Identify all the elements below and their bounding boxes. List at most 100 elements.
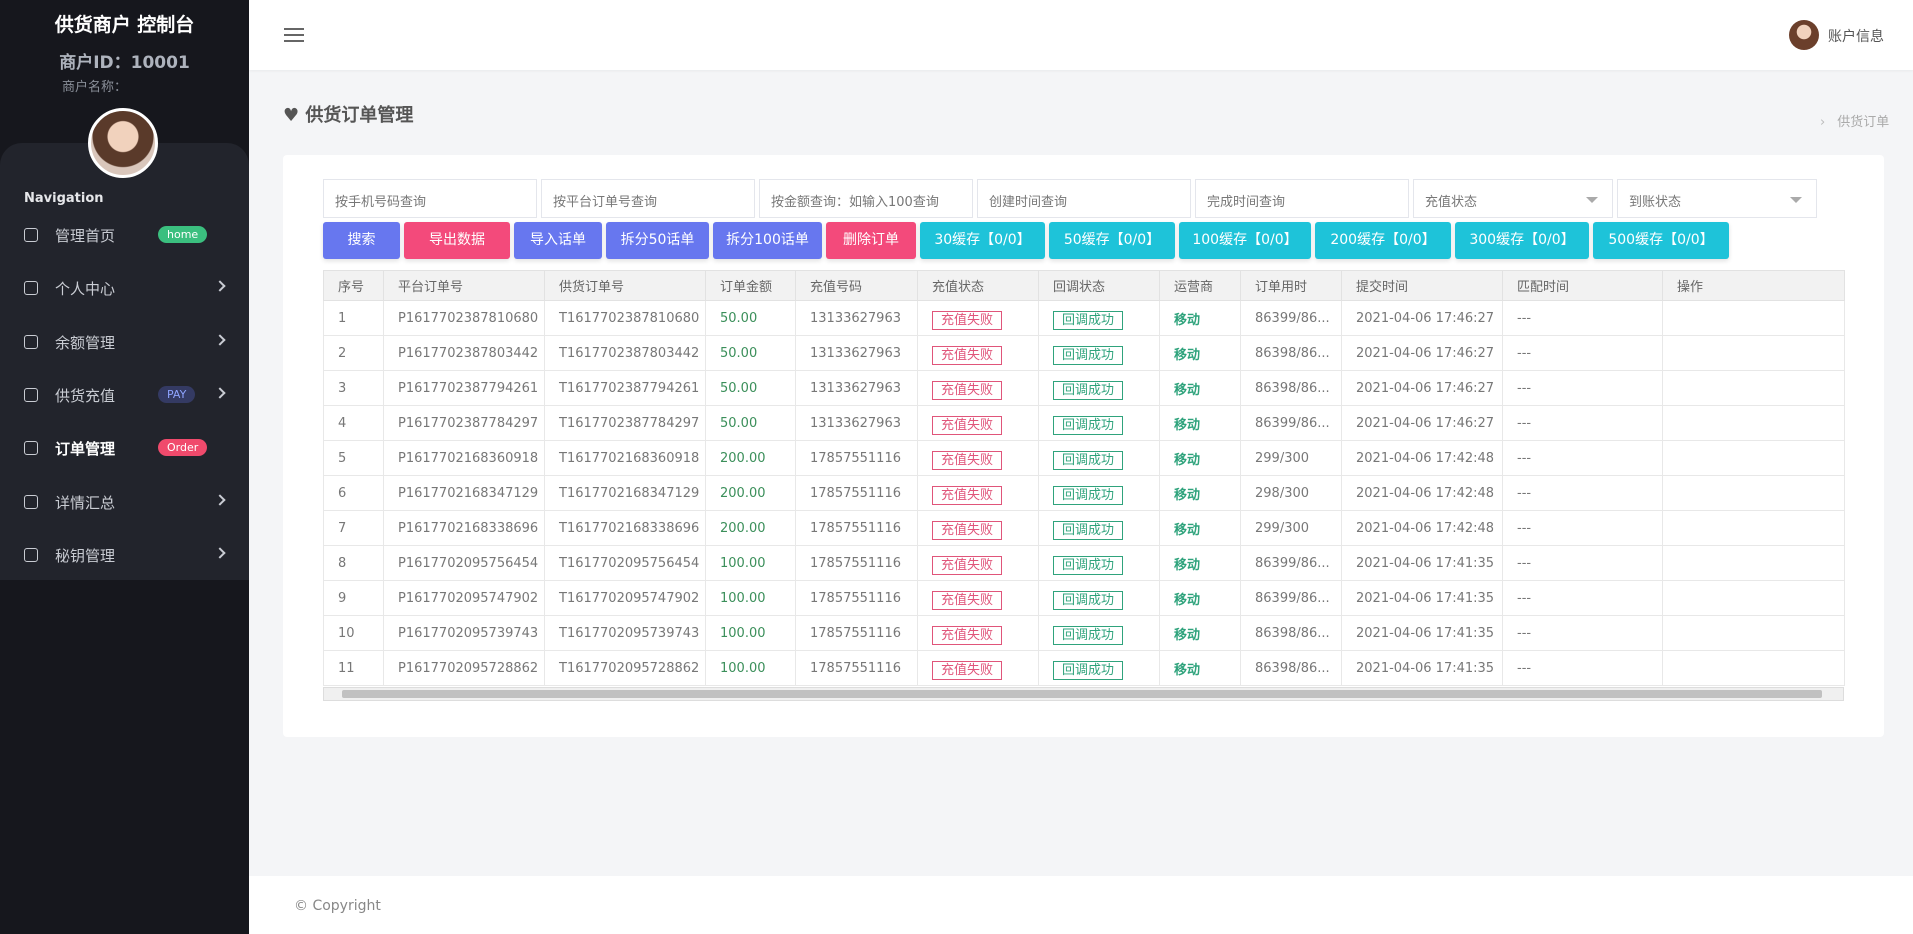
table-row: 4 P1617702387784297 T1617702387784297 50.00… — [323, 405, 1845, 441]
cell-text: 2021-04-06 17:41:35 — [1356, 590, 1495, 606]
table-row: 3 P1617702387794261 T1617702387794261 50.00… — [323, 370, 1845, 406]
action-cell — [1662, 300, 1845, 336]
table-cell: 17857551116 — [795, 475, 918, 511]
table-cell: 移动 — [1159, 615, 1241, 651]
nav-label: 订单管理 — [55, 440, 116, 459]
action-button[interactable]: 搜索 — [323, 222, 400, 259]
action-button[interactable]: 500缓存【0/0】 — [1593, 222, 1729, 259]
cell-text: 充值失败 — [932, 380, 1003, 400]
cell-text: 回调成功 — [1053, 590, 1124, 610]
table-cell: P1617702387810680 — [383, 300, 545, 336]
cell-text: T1617702387794261 — [559, 380, 700, 396]
table-cell: 充值失败 — [917, 510, 1039, 546]
nav-item[interactable]: 个人中心 — [0, 268, 249, 308]
action-button[interactable]: 300缓存【0/0】 — [1455, 222, 1589, 259]
action-button[interactable]: 导出数据 — [404, 222, 510, 259]
action-button[interactable]: 100缓存【0/0】 — [1179, 222, 1311, 259]
cell-text: P1617702168347129 — [398, 485, 539, 501]
table-cell: P1617702168347129 — [383, 475, 545, 511]
cell-text: 2021-04-06 17:41:35 — [1356, 660, 1495, 676]
table-cell: 200.00 — [705, 510, 796, 546]
search-input[interactable]: 按手机号码查询 — [323, 179, 537, 218]
cell-text: P1617702095728862 — [398, 660, 539, 676]
table-cell: 充值失败 — [917, 405, 1039, 441]
nav-item[interactable]: 余额管理 — [0, 322, 249, 362]
account-link[interactable]: 账户信息 — [1828, 29, 1884, 45]
search-input[interactable]: 按金额查询：如输入100查询 — [759, 179, 973, 218]
table-row: 7 P1617702168338696 T1617702168338696 200.0… — [323, 510, 1845, 546]
cell-text: 50.00 — [720, 415, 758, 431]
column-header: 回调状态 — [1038, 270, 1160, 301]
nav-icon — [24, 494, 38, 509]
table-cell: 86398/86... — [1240, 650, 1342, 686]
search-input[interactable]: 完成时间查询 — [1195, 179, 1409, 218]
table-cell: 299/300 — [1240, 510, 1342, 546]
table-cell: 50.00 — [705, 335, 796, 371]
table-cell: 13133627963 — [795, 300, 918, 336]
breadcrumb[interactable]: 供货订单 — [1820, 111, 1889, 130]
column-header: 运营商 — [1159, 270, 1241, 301]
action-button[interactable]: 导入话单 — [514, 222, 602, 259]
cell-text: 2021-04-06 17:41:35 — [1356, 555, 1495, 571]
cell-text: 299/300 — [1255, 450, 1310, 466]
nav-item[interactable]: 秘钥管理 — [0, 535, 249, 575]
brand: 供货商户 控制台 — [54, 14, 195, 36]
table-cell: 回调成功 — [1038, 510, 1160, 546]
status-select[interactable]: 充值状态 — [1413, 179, 1613, 218]
cell-text: P1617702387803442 — [398, 345, 539, 361]
search-input[interactable]: 按平台订单号查询 — [541, 179, 755, 218]
table-cell: P1617702168338696 — [383, 510, 545, 546]
menu-toggle[interactable] — [284, 28, 304, 42]
action-cell — [1662, 370, 1845, 406]
header-row: 序号 平台订单号 供货订单号 订单金额 充值号码 充值状态 回调状态 运营商 订单用时 提交时间匹… — [323, 270, 1845, 301]
action-button[interactable]: 拆分100话单 — [713, 222, 822, 259]
table-cell: --- — [1502, 335, 1663, 371]
table-cell: 50.00 — [705, 405, 796, 441]
table-cell: 回调成功 — [1038, 615, 1160, 651]
cell-text: 1 — [338, 310, 347, 326]
cell-text: 2021-04-06 17:46:27 — [1356, 310, 1495, 326]
copyright: © Copyright — [294, 898, 381, 914]
cell-text: 50.00 — [720, 310, 758, 326]
table-cell: 移动 — [1159, 440, 1241, 476]
table-cell: 17857551116 — [795, 545, 918, 581]
user-avatar[interactable] — [1789, 20, 1819, 50]
nav-item[interactable]: 供货充值 PAY — [0, 375, 249, 415]
action-button[interactable]: 删除订单 — [826, 222, 916, 259]
table-row: 5 P1617702168360918 T1617702168360918 200.0… — [323, 440, 1845, 476]
cell-text: 100.00 — [720, 590, 766, 606]
nav-icon — [24, 387, 38, 402]
cell-text: 200.00 — [720, 485, 766, 501]
cell-text: 2 — [338, 345, 347, 361]
action-button[interactable]: 拆分50话单 — [606, 222, 709, 259]
scroll-thumb[interactable] — [342, 690, 1822, 698]
page-title: ♥ 供货订单管理 — [283, 105, 414, 126]
top-bar — [249, 0, 1913, 70]
action-button[interactable]: 30缓存【0/0】 — [920, 222, 1045, 259]
nav-icon — [24, 228, 38, 242]
table-cell: 11 — [323, 650, 384, 686]
nav-item[interactable]: 订单管理 Order — [0, 428, 249, 468]
table-row: 8 P1617702095756454 T1617702095756454 100.0… — [323, 545, 1845, 581]
table-cell: T1617702387794261 — [544, 370, 706, 406]
nav-item[interactable]: 详情汇总 — [0, 482, 249, 522]
table-cell: 200.00 — [705, 475, 796, 511]
cell-text: 移动 — [1174, 522, 1201, 538]
nav-arrow — [214, 333, 226, 346]
table-cell: 2021-04-06 17:42:48 — [1341, 440, 1503, 476]
table-cell: T1617702168360918 — [544, 440, 706, 476]
table-cell: 充值失败 — [917, 475, 1039, 511]
action-button[interactable]: 50缓存【0/0】 — [1049, 222, 1175, 259]
table-cell: 移动 — [1159, 370, 1241, 406]
table-cell: 2 — [323, 335, 384, 371]
cell-text: 13133627963 — [810, 310, 901, 326]
action-button[interactable]: 200缓存【0/0】 — [1315, 222, 1451, 259]
search-input[interactable]: 创建时间查询 — [977, 179, 1191, 218]
nav-item[interactable]: 管理首页 home — [0, 215, 249, 255]
nav-label: 个人中心 — [55, 280, 116, 299]
action-cell — [1662, 405, 1845, 441]
status-select[interactable]: 到账状态 — [1617, 179, 1817, 218]
cell-text: 移动 — [1174, 487, 1201, 503]
table-cell: 回调成功 — [1038, 440, 1160, 476]
nav-icon — [24, 281, 38, 296]
